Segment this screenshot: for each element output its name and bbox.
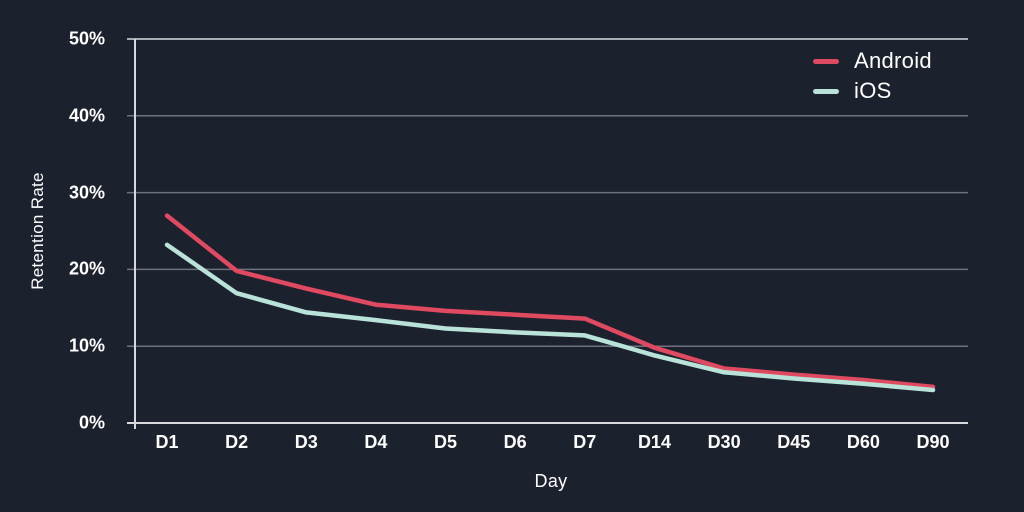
legend-label-android: Android bbox=[854, 48, 932, 73]
xtick-D60: D60 bbox=[846, 432, 880, 452]
legend-label-ios: iOS bbox=[854, 78, 892, 103]
xtick-D2: D2 bbox=[225, 432, 249, 452]
xtick-D45: D45 bbox=[777, 432, 811, 452]
xtick-D30: D30 bbox=[707, 432, 741, 452]
series-line-android bbox=[164, 213, 936, 390]
ytick-20%: 20% bbox=[68, 258, 105, 279]
legend-item-ios: iOS bbox=[813, 76, 932, 106]
xtick-D1: D1 bbox=[155, 432, 179, 452]
xtick-D4: D4 bbox=[364, 432, 388, 452]
ytick-40%: 40% bbox=[68, 105, 105, 126]
y-axis-title: Retention Rate bbox=[28, 172, 47, 290]
legend: Android iOS bbox=[813, 46, 932, 106]
xtick-D3: D3 bbox=[294, 432, 318, 452]
xtick-D14: D14 bbox=[637, 432, 671, 452]
ytick-50%: 50% bbox=[68, 28, 105, 49]
ytick-30%: 30% bbox=[68, 182, 105, 203]
xtick-D6: D6 bbox=[503, 432, 527, 452]
legend-swatch-android bbox=[813, 58, 839, 64]
xtick-D5: D5 bbox=[434, 432, 458, 452]
legend-item-android: Android bbox=[813, 46, 932, 76]
ytick-0%: 0% bbox=[78, 412, 105, 433]
ytick-10%: 10% bbox=[68, 335, 105, 356]
series-line-ios bbox=[164, 242, 936, 393]
xtick-D90: D90 bbox=[916, 432, 950, 452]
xtick-D7: D7 bbox=[573, 432, 597, 452]
x-axis-title: Day bbox=[534, 471, 568, 491]
legend-swatch-ios bbox=[813, 88, 839, 94]
